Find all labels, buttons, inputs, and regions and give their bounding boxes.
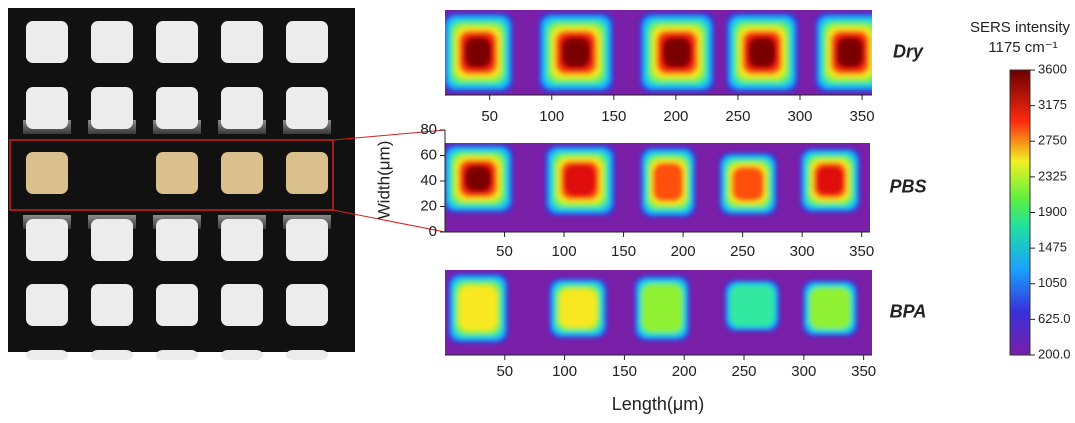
intensity-region bbox=[642, 284, 682, 332]
panel-label: PBS bbox=[889, 176, 926, 196]
x-tick-label: 250 bbox=[732, 363, 757, 380]
colorbar-tick-label: 1050 bbox=[1038, 275, 1067, 290]
intensity-region bbox=[653, 163, 683, 202]
pad bbox=[26, 21, 68, 63]
colorbar-subtitle: 1175 cm⁻¹ bbox=[988, 39, 1057, 56]
pad bbox=[26, 219, 68, 261]
intensity-region bbox=[810, 288, 850, 329]
intensity-region bbox=[459, 286, 497, 331]
pad bbox=[221, 87, 263, 129]
pad bbox=[286, 152, 328, 194]
x-tick-label: 350 bbox=[849, 243, 874, 260]
x-tick-label: 50 bbox=[496, 243, 513, 260]
x-tick-label: 300 bbox=[787, 108, 812, 125]
colorbar bbox=[1010, 70, 1030, 355]
pad bbox=[286, 21, 328, 63]
colorbar-tick-label: 3175 bbox=[1038, 97, 1067, 112]
intensity-region bbox=[562, 38, 590, 67]
panel-label: Dry bbox=[893, 41, 924, 61]
pad bbox=[221, 284, 263, 326]
intensity-region bbox=[564, 164, 596, 196]
pad bbox=[156, 87, 198, 129]
intensity-region bbox=[732, 167, 764, 201]
pad bbox=[91, 21, 133, 63]
x-tick-label: 300 bbox=[791, 363, 816, 380]
colorbar-tick-label: 625.0 bbox=[1038, 311, 1071, 326]
x-tick-label: 150 bbox=[601, 108, 626, 125]
x-tick-label: 50 bbox=[496, 363, 513, 380]
x-axis-label: Length(μm) bbox=[612, 394, 704, 414]
intensity-region bbox=[465, 38, 491, 67]
pad bbox=[286, 87, 328, 129]
x-tick-label: 250 bbox=[725, 108, 750, 125]
pad bbox=[286, 284, 328, 326]
colorbar-tick-label: 2750 bbox=[1038, 133, 1067, 148]
y-tick-label: 0 bbox=[429, 223, 437, 240]
panel-label: BPA bbox=[890, 301, 927, 321]
x-tick-label: 100 bbox=[552, 363, 577, 380]
pad bbox=[91, 350, 133, 360]
x-tick-label: 250 bbox=[730, 243, 755, 260]
y-tick-label: 80 bbox=[420, 121, 437, 138]
pad bbox=[26, 350, 68, 360]
x-tick-label: 200 bbox=[671, 243, 696, 260]
x-tick-label: 200 bbox=[672, 363, 697, 380]
y-axis-label: Width(μm) bbox=[374, 141, 393, 220]
microscope-photo bbox=[8, 8, 355, 360]
intensity-region bbox=[663, 38, 691, 67]
x-tick-label: 100 bbox=[552, 243, 577, 260]
x-tick-label: 50 bbox=[481, 108, 498, 125]
x-tick-label: 100 bbox=[539, 108, 564, 125]
heatmap bbox=[443, 143, 870, 232]
y-tick-label: 60 bbox=[420, 146, 437, 163]
x-tick-label: 350 bbox=[851, 363, 876, 380]
pad bbox=[91, 219, 133, 261]
intensity-region bbox=[559, 289, 596, 327]
colorbar-tick-label: 1900 bbox=[1038, 204, 1067, 219]
intensity-region bbox=[816, 166, 844, 196]
pad bbox=[221, 21, 263, 63]
pad bbox=[156, 284, 198, 326]
heatmap bbox=[443, 10, 885, 95]
pad bbox=[221, 219, 263, 261]
x-tick-label: 350 bbox=[850, 108, 875, 125]
colorbar-tick-label: 3600 bbox=[1038, 61, 1067, 76]
pad bbox=[221, 350, 263, 360]
heatmap-blobs bbox=[443, 13, 885, 92]
intensity-region bbox=[465, 166, 491, 191]
pad bbox=[156, 21, 198, 63]
pad bbox=[156, 350, 198, 360]
heatmap bbox=[445, 270, 872, 355]
colorbar-title: SERS intensity bbox=[970, 19, 1071, 36]
pad bbox=[26, 87, 68, 129]
pad bbox=[156, 152, 198, 194]
colorbar-tick-label: 2325 bbox=[1038, 168, 1067, 183]
pad bbox=[286, 219, 328, 261]
y-tick-label: 40 bbox=[420, 172, 437, 189]
y-tick-label: 20 bbox=[420, 197, 437, 214]
colorbar-tick-label: 200.0 bbox=[1038, 346, 1071, 361]
pad bbox=[156, 219, 198, 261]
pad bbox=[91, 284, 133, 326]
pad bbox=[26, 152, 68, 194]
colorbar-tick-label: 1475 bbox=[1038, 240, 1067, 255]
intensity-region bbox=[729, 285, 774, 327]
pad bbox=[286, 350, 328, 360]
pad bbox=[221, 152, 263, 194]
intensity-region bbox=[749, 38, 776, 67]
intensity-region bbox=[837, 38, 863, 67]
x-tick-label: 150 bbox=[611, 243, 636, 260]
x-tick-label: 200 bbox=[663, 108, 688, 125]
x-tick-label: 300 bbox=[790, 243, 815, 260]
figure: Length(μm) Width(μm) SERS intensity 1175… bbox=[0, 0, 1075, 418]
x-tick-label: 150 bbox=[612, 363, 637, 380]
pad bbox=[91, 87, 133, 129]
pad bbox=[26, 284, 68, 326]
